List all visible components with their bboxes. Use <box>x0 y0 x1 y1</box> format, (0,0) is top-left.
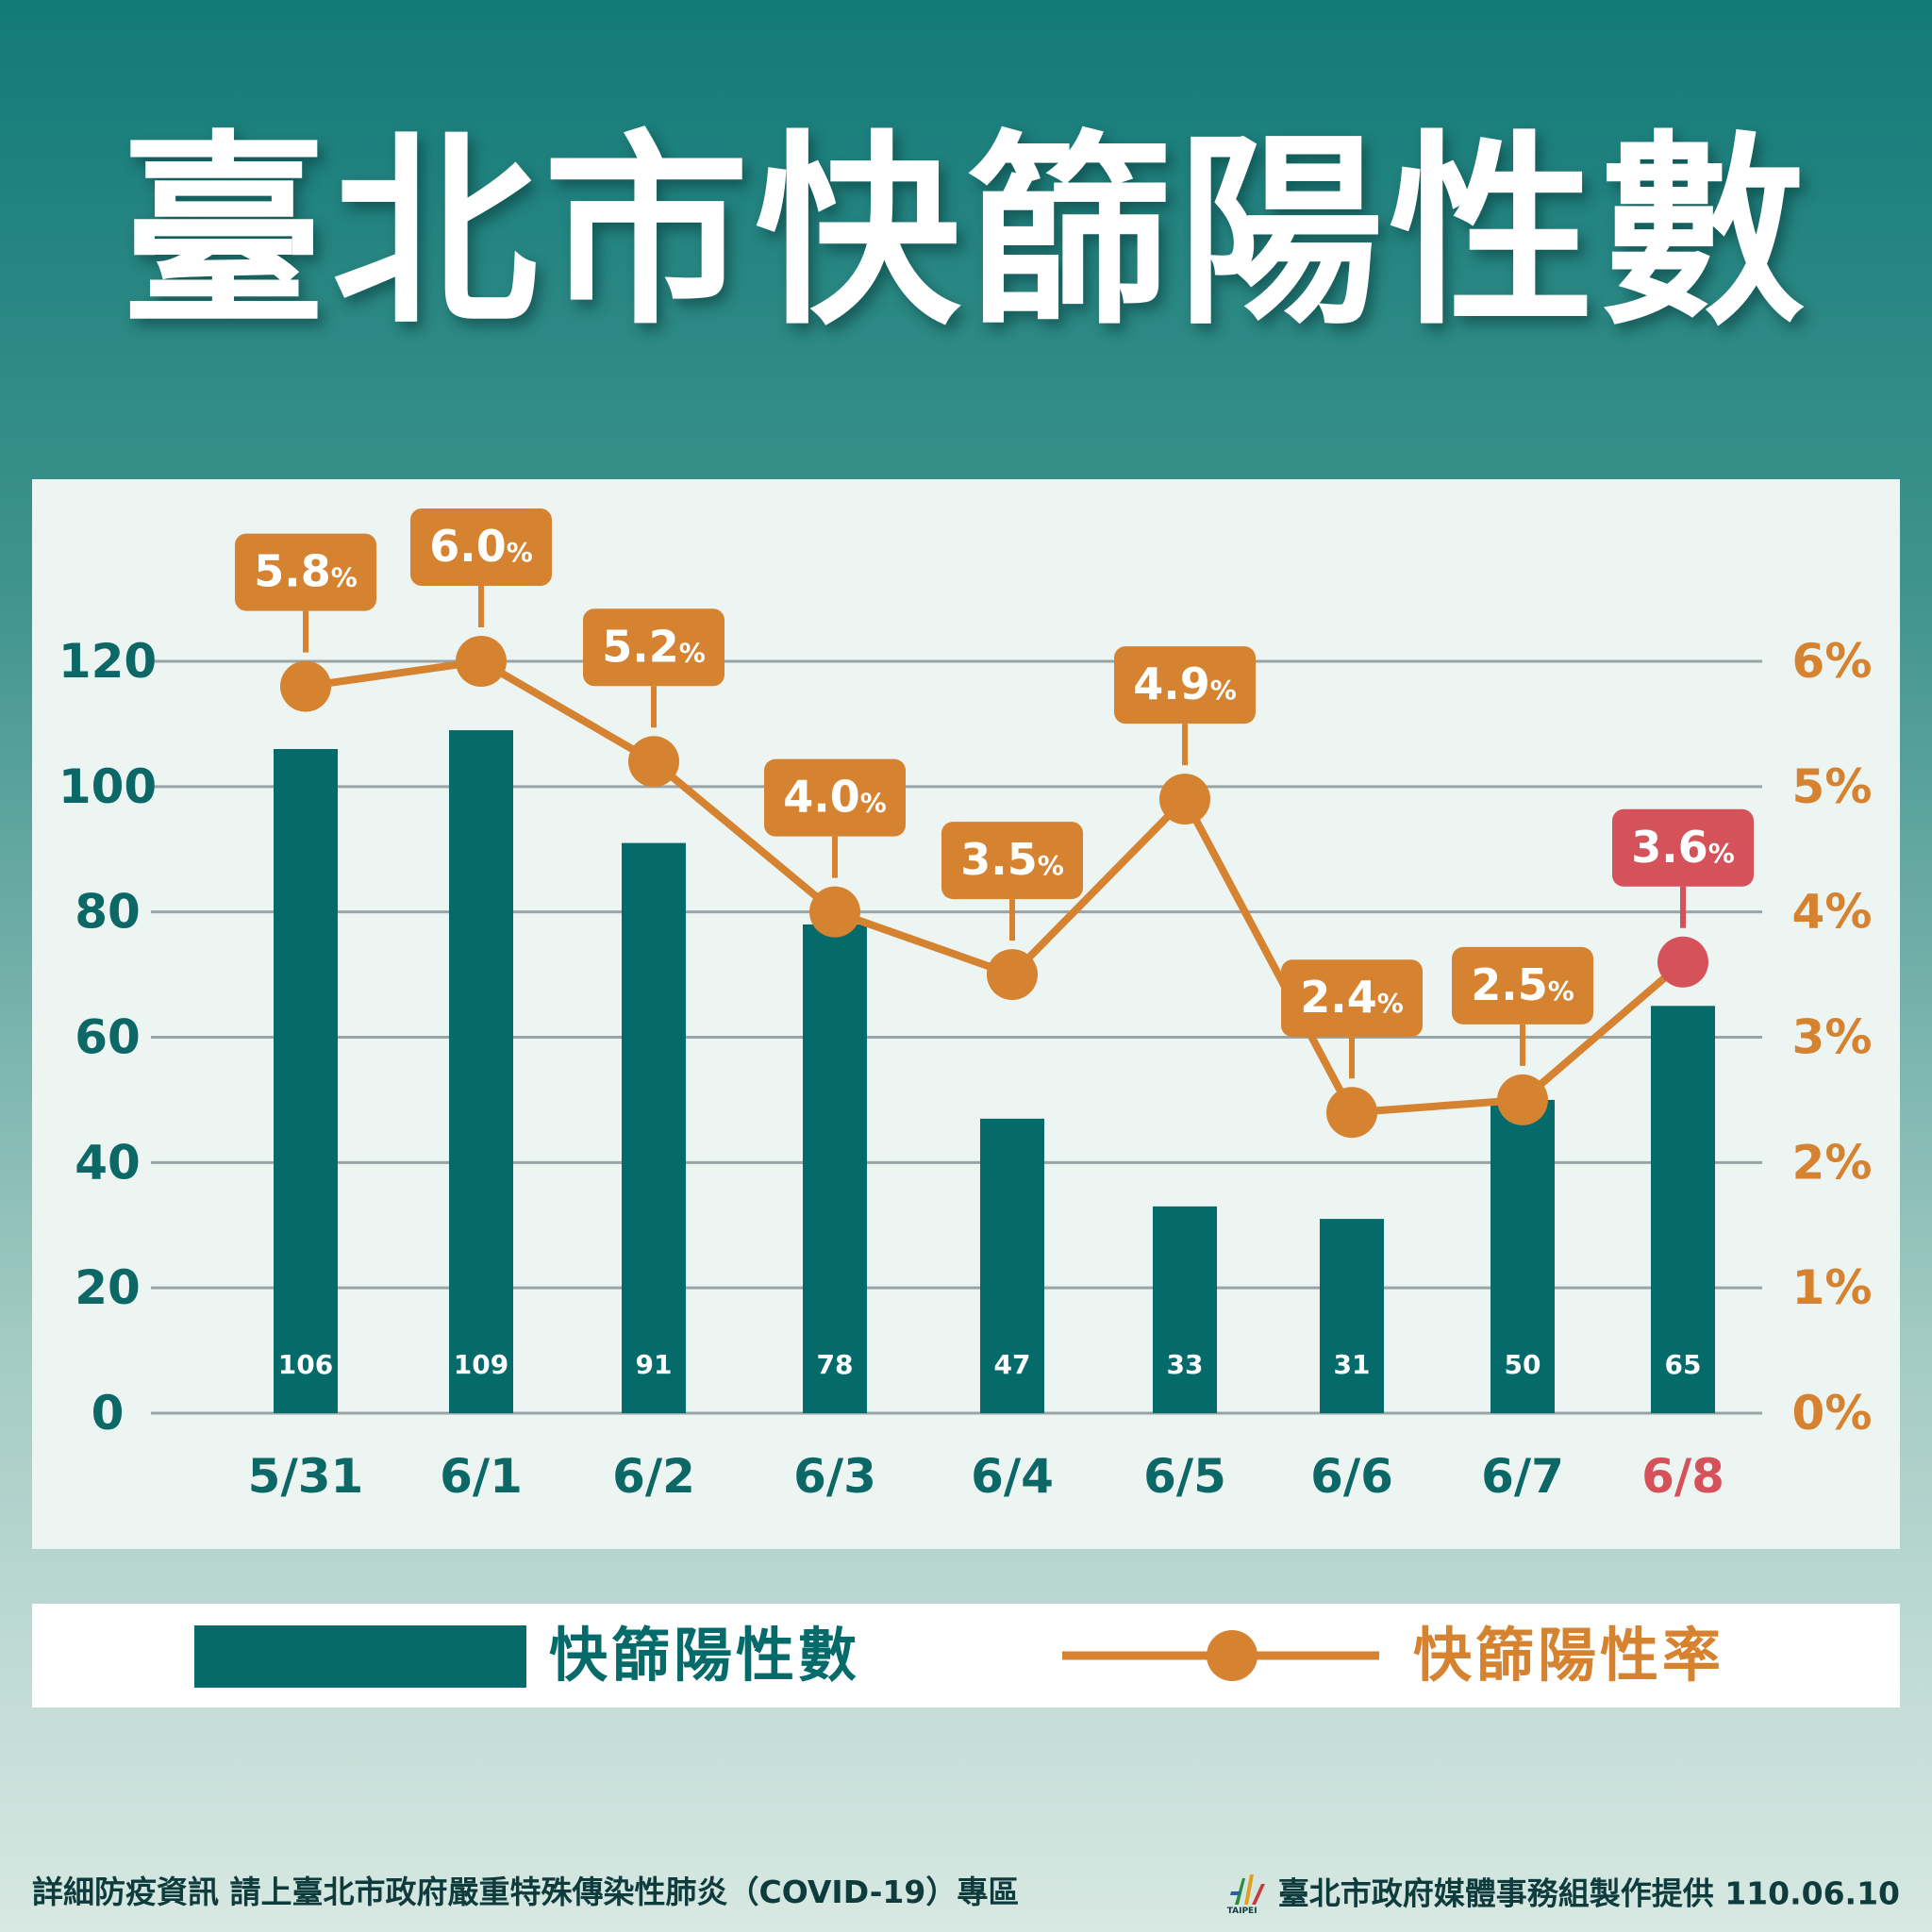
x-axis-tick: 6/2 <box>612 1449 695 1504</box>
bar <box>449 730 513 1413</box>
legend-label-count: 快篩陽性數 <box>549 1621 861 1690</box>
bar-value-label: 47 <box>994 1349 1031 1380</box>
legend-label-rate: 快篩陽性率 <box>1413 1621 1725 1690</box>
left-axis-tick: 0 <box>92 1386 125 1441</box>
bar <box>803 924 867 1413</box>
callout-box <box>1452 946 1593 1024</box>
right-axis-tick: 5% <box>1792 759 1873 814</box>
rate-data-label: 5.2% <box>602 621 706 672</box>
x-axis-tick: 5/31 <box>248 1449 364 1504</box>
bar <box>274 748 338 1413</box>
callout-box <box>941 822 1083 900</box>
bar-value-label: 109 <box>454 1349 508 1380</box>
footer-credit: TAIPEI 臺北市政府媒體事務組製作提供 110.06.10 <box>1227 1872 1900 1916</box>
callout-box <box>235 533 376 611</box>
right-axis-tick: 6% <box>1792 634 1873 689</box>
callout-box <box>1612 808 1754 887</box>
bar-value-label: 65 <box>1665 1349 1702 1380</box>
rate-point <box>1497 1074 1548 1125</box>
rate-point <box>809 886 860 938</box>
left-axis-tick: 100 <box>58 759 157 814</box>
bar-value-label: 33 <box>1167 1349 1204 1380</box>
rate-data-label: 2.4% <box>1300 972 1404 1023</box>
x-axis-tick: 6/1 <box>440 1449 523 1504</box>
chart-panel: 0 20 40 60 80 100 120 0% 1% 2% 3% 4% 5% 6% 106 109 91 78 4… <box>32 479 1900 1549</box>
legend-bar-swatch <box>194 1625 526 1688</box>
rate-data-label: 5.8% <box>254 546 358 597</box>
x-axis-tick: 6/3 <box>793 1449 876 1504</box>
callout-box <box>764 758 906 837</box>
left-axis-tick: 60 <box>75 1010 141 1065</box>
chart-legend: 快篩陽性數 快篩陽性率 <box>32 1604 1900 1707</box>
callout-box <box>583 608 724 687</box>
rate-point <box>456 636 507 687</box>
right-axis-tick: 1% <box>1792 1260 1873 1315</box>
combo-chart: 0 20 40 60 80 100 120 0% 1% 2% 3% 4% 5% 6% 106 109 91 78 4… <box>58 508 1873 1504</box>
rate-data-label: 2.5% <box>1471 959 1574 1010</box>
rate-point <box>1326 1087 1377 1139</box>
bar-value-label: 78 <box>817 1349 854 1380</box>
bar <box>1491 1099 1555 1413</box>
bar <box>1651 1006 1715 1413</box>
bar-value-label: 91 <box>636 1349 673 1380</box>
legend-line-swatch <box>1062 1630 1379 1681</box>
bar-value-label: 31 <box>1334 1349 1371 1380</box>
callout-box <box>1281 959 1423 1038</box>
x-axis-tick: 6/8 <box>1641 1449 1724 1504</box>
x-axis-tick: 6/7 <box>1481 1449 1564 1504</box>
right-axis-tick: 0% <box>1792 1386 1873 1441</box>
bar-value-label: 106 <box>278 1349 333 1380</box>
x-axis-tick: 6/6 <box>1310 1449 1393 1504</box>
rate-data-label: 6.0% <box>429 521 533 572</box>
rate-point <box>628 736 679 788</box>
left-axis-tick: 20 <box>75 1260 141 1315</box>
bar <box>1320 1219 1384 1413</box>
callout-box <box>410 508 552 586</box>
x-axis-tick: 6/5 <box>1143 1449 1226 1504</box>
rate-data-label: 4.0% <box>783 772 887 823</box>
rate-point <box>987 949 1038 1001</box>
left-axis-tick: 80 <box>75 885 141 940</box>
right-axis-tick: 2% <box>1792 1135 1873 1190</box>
footer-info-text: 詳細防疫資訊 請上臺北市政府嚴重特殊傳染性肺炎（COVID-19）專區 <box>32 1874 1020 1910</box>
rate-data-label: 3.6% <box>1631 822 1735 873</box>
rate-point <box>1657 936 1708 988</box>
left-axis-tick: 120 <box>58 634 157 689</box>
bar <box>980 1118 1044 1413</box>
footer-credit-text: 臺北市政府媒體事務組製作提供 110.06.10 <box>1277 1874 1900 1912</box>
rate-data-label: 4.9% <box>1133 658 1237 709</box>
rate-point <box>280 660 331 712</box>
rate-data-label: 3.5% <box>960 834 1064 885</box>
taipei-logo-icon: TAIPEI <box>1227 1873 1269 1916</box>
bar <box>622 842 686 1413</box>
bar <box>1153 1206 1217 1413</box>
left-axis-tick: 40 <box>75 1135 141 1190</box>
rate-point <box>1159 774 1210 825</box>
bar-value-label: 50 <box>1505 1349 1541 1380</box>
page-title: 臺北市快篩陽性數 <box>121 114 1811 353</box>
callout-box <box>1114 646 1256 724</box>
right-axis-tick: 4% <box>1792 885 1873 940</box>
right-axis-tick: 3% <box>1792 1010 1873 1065</box>
x-axis-tick: 6/4 <box>971 1449 1054 1504</box>
